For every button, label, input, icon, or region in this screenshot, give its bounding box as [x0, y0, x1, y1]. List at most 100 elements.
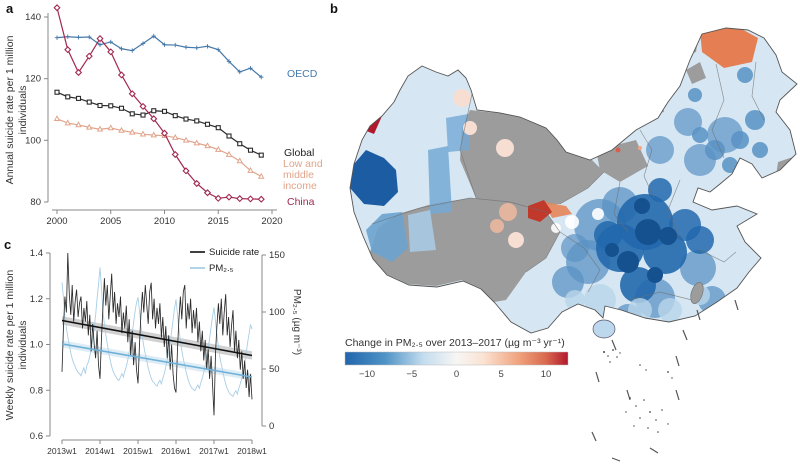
marker-square: [54, 89, 60, 95]
colorbar-tick-neg5: −5: [406, 369, 417, 380]
marker-triangle: [129, 128, 136, 135]
marker-diamond: [85, 52, 93, 60]
marker-plus: [54, 35, 60, 40]
y-tick-label: 140: [25, 12, 41, 23]
map-sichuan-hotspot: [490, 200, 572, 248]
marker-diamond: [225, 193, 233, 201]
suicide-trend-line: [61, 319, 253, 357]
marker-square: [108, 103, 114, 109]
marker-diamond: [160, 129, 169, 137]
marker-diamond: [182, 167, 190, 175]
marker-triangle: [172, 133, 179, 140]
colorbar-tick-10: 10: [541, 369, 552, 380]
marker-plus: [226, 59, 232, 64]
marker-diamond: [214, 194, 222, 202]
x-tick-label: 2000: [46, 216, 67, 227]
right-tick-label: 100: [269, 307, 285, 318]
marker-triangle: [139, 130, 147, 137]
series-label-oecd: OECD: [287, 68, 318, 80]
marker-square: [247, 147, 254, 153]
panel-c-chart: 1.4 1.2 1.0 0.8 0.6 150 100 50 0 2013w1 2014w1 2015…: [30, 247, 285, 456]
y-tick-label: 120: [25, 74, 41, 85]
marker-diamond: [193, 179, 201, 188]
marker-diamond: [139, 102, 147, 110]
colorbar-gradient: [344, 351, 569, 366]
marker-square: [204, 121, 211, 127]
series-line: [56, 35, 262, 78]
marker-triangle: [53, 115, 61, 122]
x-tick-label: 2016w1: [161, 446, 191, 456]
marker-triangle: [258, 172, 265, 179]
panel-c-label: c: [4, 237, 12, 252]
marker-square: [258, 152, 264, 158]
y-tick-label: 80: [30, 197, 41, 208]
panel-b-label: b: [330, 1, 338, 16]
series-china: [53, 4, 265, 203]
series-label-lmi-line1: Low and: [283, 158, 323, 170]
map-sea-island-dots: [603, 349, 673, 433]
map-taiwan-island: [690, 282, 704, 304]
map-fill-regions: [350, 28, 797, 333]
marker-plus: [205, 44, 210, 49]
map-nine-dash-line: [591, 299, 739, 462]
x-tick-label: 2015w1: [123, 446, 153, 456]
marker-plus: [194, 45, 199, 51]
panel-a-axes: 140 120 100 80 2000 2005 2010 2015 2020: [25, 12, 282, 227]
left-tick-label: 0.6: [30, 431, 43, 442]
series-global: [54, 89, 264, 158]
marker-diamond: [246, 195, 255, 203]
pm25-trend-line: [61, 343, 253, 378]
series-oecd: [54, 33, 264, 80]
marker-triangle: [193, 139, 200, 146]
marker-plus: [237, 69, 242, 75]
marker-triangle: [150, 131, 157, 138]
marker-triangle: [118, 126, 125, 133]
right-tick-label: 50: [269, 364, 280, 375]
right-tick-label: 150: [269, 250, 285, 261]
left-tick-label: 1.4: [30, 248, 43, 259]
marker-plus: [130, 48, 135, 53]
series-label-lmi-line2: middle: [283, 169, 314, 181]
marker-diamond: [74, 68, 83, 77]
panel-b-map: Change in PM₂.₅ over 2013–2017 (µg m⁻³ y…: [344, 27, 798, 462]
marker-triangle: [96, 125, 104, 132]
left-tick-label: 1.2: [30, 294, 43, 305]
marker-square: [97, 102, 103, 109]
marker-square: [140, 112, 146, 118]
marker-diamond: [257, 195, 265, 203]
colorbar-tick-5: 5: [499, 369, 504, 380]
marker-plus: [183, 45, 189, 50]
x-tick-label: 2014w1: [85, 446, 115, 456]
colorbar-tick-neg10: −10: [359, 369, 375, 380]
marker-triangle: [86, 123, 93, 130]
panel-c-legend: Suicide rate PM₂.₅: [190, 247, 259, 274]
panel-c-axes: 1.4 1.2 1.0 0.8 0.6 150 100 50 0 2013w1 2014w1 2015…: [30, 248, 285, 456]
marker-triangle: [182, 136, 190, 143]
x-tick-label: 2005: [100, 216, 121, 227]
left-tick-label: 1.0: [30, 340, 43, 351]
marker-diamond: [150, 115, 158, 123]
marker-diamond: [117, 71, 126, 79]
marker-plus: [151, 33, 156, 39]
marker-diamond: [53, 4, 61, 12]
series-label-lmi-line3: income: [283, 180, 317, 192]
series-label-lmi: Low and middle income: [283, 159, 323, 192]
marker-triangle: [225, 150, 233, 157]
legend-pm25-label: PM₂.₅: [209, 263, 234, 274]
x-tick-label: 2013w1: [47, 446, 77, 456]
marker-diamond: [236, 195, 244, 203]
left-tick-label: 0.8: [30, 385, 43, 396]
marker-triangle: [75, 121, 82, 128]
series-label-global: Global: [284, 147, 315, 159]
map-central-cluster: [551, 108, 743, 332]
marker-square: [226, 133, 232, 139]
marker-plus: [162, 42, 167, 47]
marker-square: [194, 118, 200, 124]
series-low-and-middle-income: [53, 115, 265, 179]
colorbar-tick-0: 0: [454, 369, 459, 380]
marker-plus: [173, 42, 178, 48]
marker-plus: [65, 34, 70, 39]
marker-triangle: [247, 166, 254, 173]
marker-diamond: [128, 90, 136, 98]
